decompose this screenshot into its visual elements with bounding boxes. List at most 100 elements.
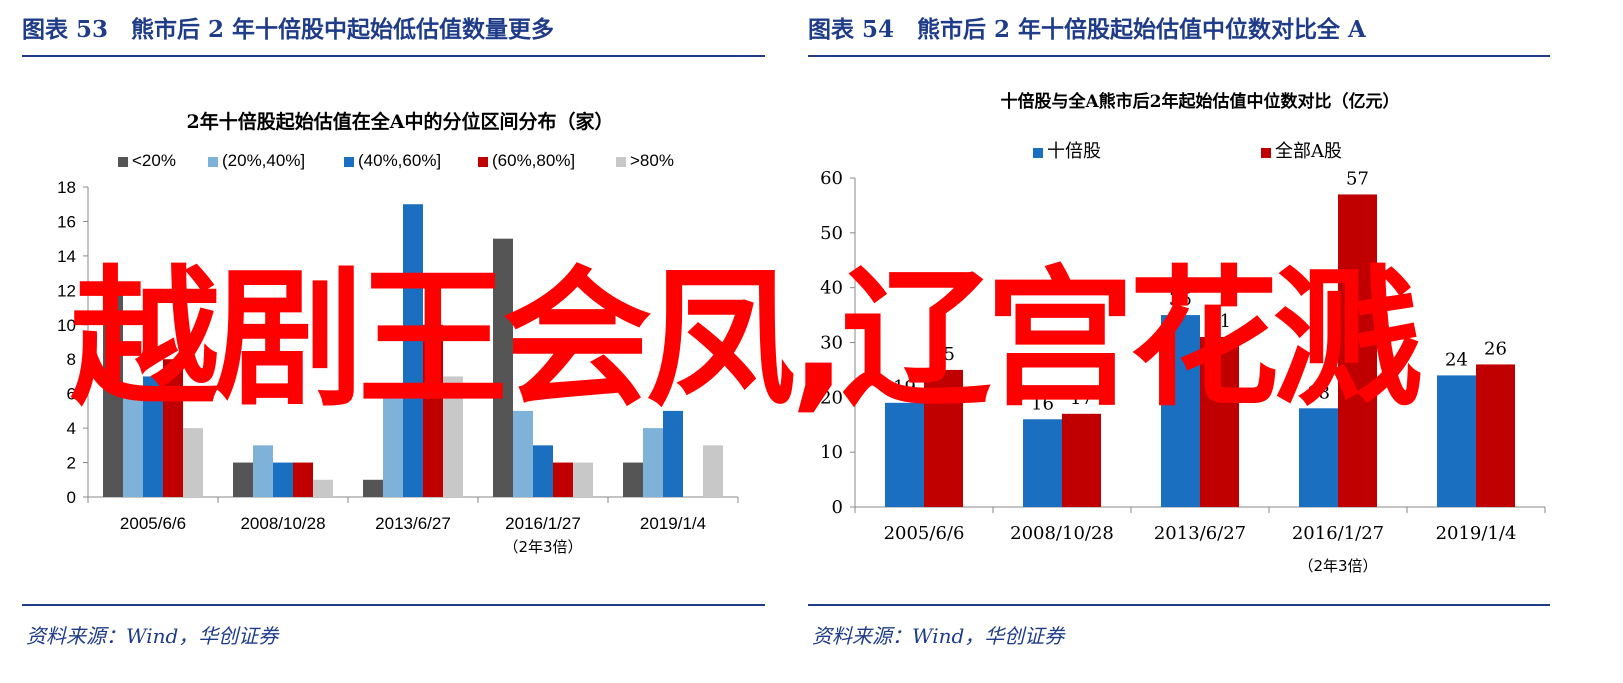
right-panel-title: 图表 54 熊市后 2 年十倍股起始估值中位数对比全 A xyxy=(808,16,1366,43)
data-label: 57 xyxy=(1346,168,1369,189)
data-label: 25 xyxy=(932,344,955,365)
y-tick-label: 10 xyxy=(57,316,76,335)
right-bottom-rule xyxy=(808,604,1550,606)
y-tick-label: 4 xyxy=(67,419,76,438)
bar-3 xyxy=(273,462,293,497)
legend-swatch xyxy=(616,157,626,167)
bar-1 xyxy=(493,238,513,497)
bar-1 xyxy=(103,290,123,497)
bar-2 xyxy=(1476,364,1515,507)
left-bottom-rule xyxy=(22,604,765,606)
left-source: 资料来源：Wind，华创证券 xyxy=(26,624,279,648)
legend-swatch xyxy=(118,157,128,167)
x-category-label: 2008/10/28 xyxy=(240,514,325,533)
watermark-overlay-text: 越剧王会凤,辽宫花溅 xyxy=(70,253,1423,427)
data-label: 24 xyxy=(1445,349,1468,370)
bar-2 xyxy=(1338,194,1377,507)
bar-1 xyxy=(1161,315,1200,507)
bar-3 xyxy=(403,204,423,497)
y-tick-label: 8 xyxy=(67,350,76,369)
data-label: 26 xyxy=(1484,338,1507,359)
legend-swatch xyxy=(478,157,488,167)
bar-4 xyxy=(553,462,573,497)
bar-1 xyxy=(1023,419,1062,507)
y-tick-label: 14 xyxy=(57,247,76,266)
x-category-label: 2013/6/27 xyxy=(375,514,451,533)
x-category-label: 2008/10/28 xyxy=(1010,523,1114,544)
right-source: 资料来源：Wind，华创证券 xyxy=(812,624,1065,648)
bar-4 xyxy=(293,462,313,497)
bar-2 xyxy=(1062,413,1101,507)
bar-1 xyxy=(623,462,643,497)
x-category-label: 2016/1/27 xyxy=(505,514,581,533)
bar-3 xyxy=(143,376,163,497)
bar-2 xyxy=(253,445,273,497)
right-chart: 十倍股与全A熊市后2年起始估值中位数对比（亿元） 十倍股 全部A股 0 10 20 30 40… xyxy=(820,91,1546,575)
bar-5 xyxy=(703,445,723,497)
right-title-rule xyxy=(808,55,1550,57)
y-tick-label: 18 xyxy=(57,178,76,197)
y-tick-label: 0 xyxy=(67,488,76,507)
legend-label: >80% xyxy=(630,151,674,170)
x-category-label: 2013/6/27 xyxy=(1154,523,1246,544)
bar-2 xyxy=(383,393,403,497)
x-category-note: （2年3倍） xyxy=(1298,557,1377,575)
data-label: 35 xyxy=(1169,289,1192,310)
x-category-note: （2年3倍） xyxy=(503,538,582,556)
x-category-label: 2019/1/4 xyxy=(1436,523,1517,544)
x-category-label: 2005/6/6 xyxy=(884,523,965,544)
bar-4 xyxy=(163,359,183,497)
y-tick-label: 50 xyxy=(820,223,843,244)
bar-2 xyxy=(924,369,963,507)
y-tick-label: 12 xyxy=(57,281,76,300)
data-label: 18 xyxy=(1307,382,1330,403)
bar-5 xyxy=(443,376,463,497)
bar-2 xyxy=(1200,337,1239,507)
bar-1 xyxy=(1299,408,1338,507)
legend-swatch xyxy=(208,157,218,167)
bar-5 xyxy=(183,428,203,497)
bar-1 xyxy=(363,479,383,497)
bar-1 xyxy=(1437,375,1476,507)
bar-2 xyxy=(643,428,663,497)
bar-1 xyxy=(233,462,253,497)
data-label: 17 xyxy=(1070,388,1093,409)
bar-2 xyxy=(513,410,533,497)
y-tick-label: 2 xyxy=(67,454,76,473)
x-category-label: 2005/6/6 xyxy=(120,514,186,533)
y-tick-label: 10 xyxy=(820,442,843,463)
bar-5 xyxy=(313,479,333,497)
legend-swatch xyxy=(1261,148,1271,158)
y-tick-label: 0 xyxy=(832,497,843,518)
legend-label: 十倍股 xyxy=(1047,141,1101,162)
legend-swatch xyxy=(344,157,354,167)
legend-label: (20%,40%] xyxy=(222,151,305,170)
left-chart: 2年十倍股起始估值在全A中的分位区间分布（家） <20% (20%,40%] (40%… xyxy=(57,110,739,556)
bar-3 xyxy=(663,410,683,497)
legend-swatch xyxy=(1033,148,1043,158)
y-tick-label: 60 xyxy=(820,168,843,189)
bar-2 xyxy=(123,393,143,497)
legend-label: (40%,60%] xyxy=(358,151,441,170)
data-label: 31 xyxy=(1208,311,1231,332)
bar-1 xyxy=(885,402,924,507)
chart-title: 十倍股与全A熊市后2年起始估值中位数对比（亿元） xyxy=(1000,91,1399,112)
y-tick-label: 16 xyxy=(57,212,76,231)
data-label: 19 xyxy=(893,377,916,398)
y-tick-label: 6 xyxy=(67,385,76,404)
left-panel-title: 图表 53 熊市后 2 年十倍股中起始低估值数量更多 xyxy=(22,16,555,43)
y-tick-label: 40 xyxy=(820,278,843,299)
legend-label: 全部A股 xyxy=(1275,141,1342,162)
data-label: 16 xyxy=(1031,393,1054,414)
x-category-label: 2016/1/27 xyxy=(1292,523,1384,544)
legend-label: (60%,80%] xyxy=(492,151,575,170)
x-category-label: 2019/1/4 xyxy=(640,514,706,533)
bar-4 xyxy=(423,324,443,497)
bar-3 xyxy=(533,445,553,497)
bar-5 xyxy=(573,462,593,497)
legend-label: <20% xyxy=(132,151,176,170)
y-tick-label: 20 xyxy=(820,387,843,408)
left-title-rule xyxy=(22,55,765,57)
y-tick-label: 30 xyxy=(820,333,843,354)
chart-title: 2年十倍股起始估值在全A中的分位区间分布（家） xyxy=(187,110,614,133)
